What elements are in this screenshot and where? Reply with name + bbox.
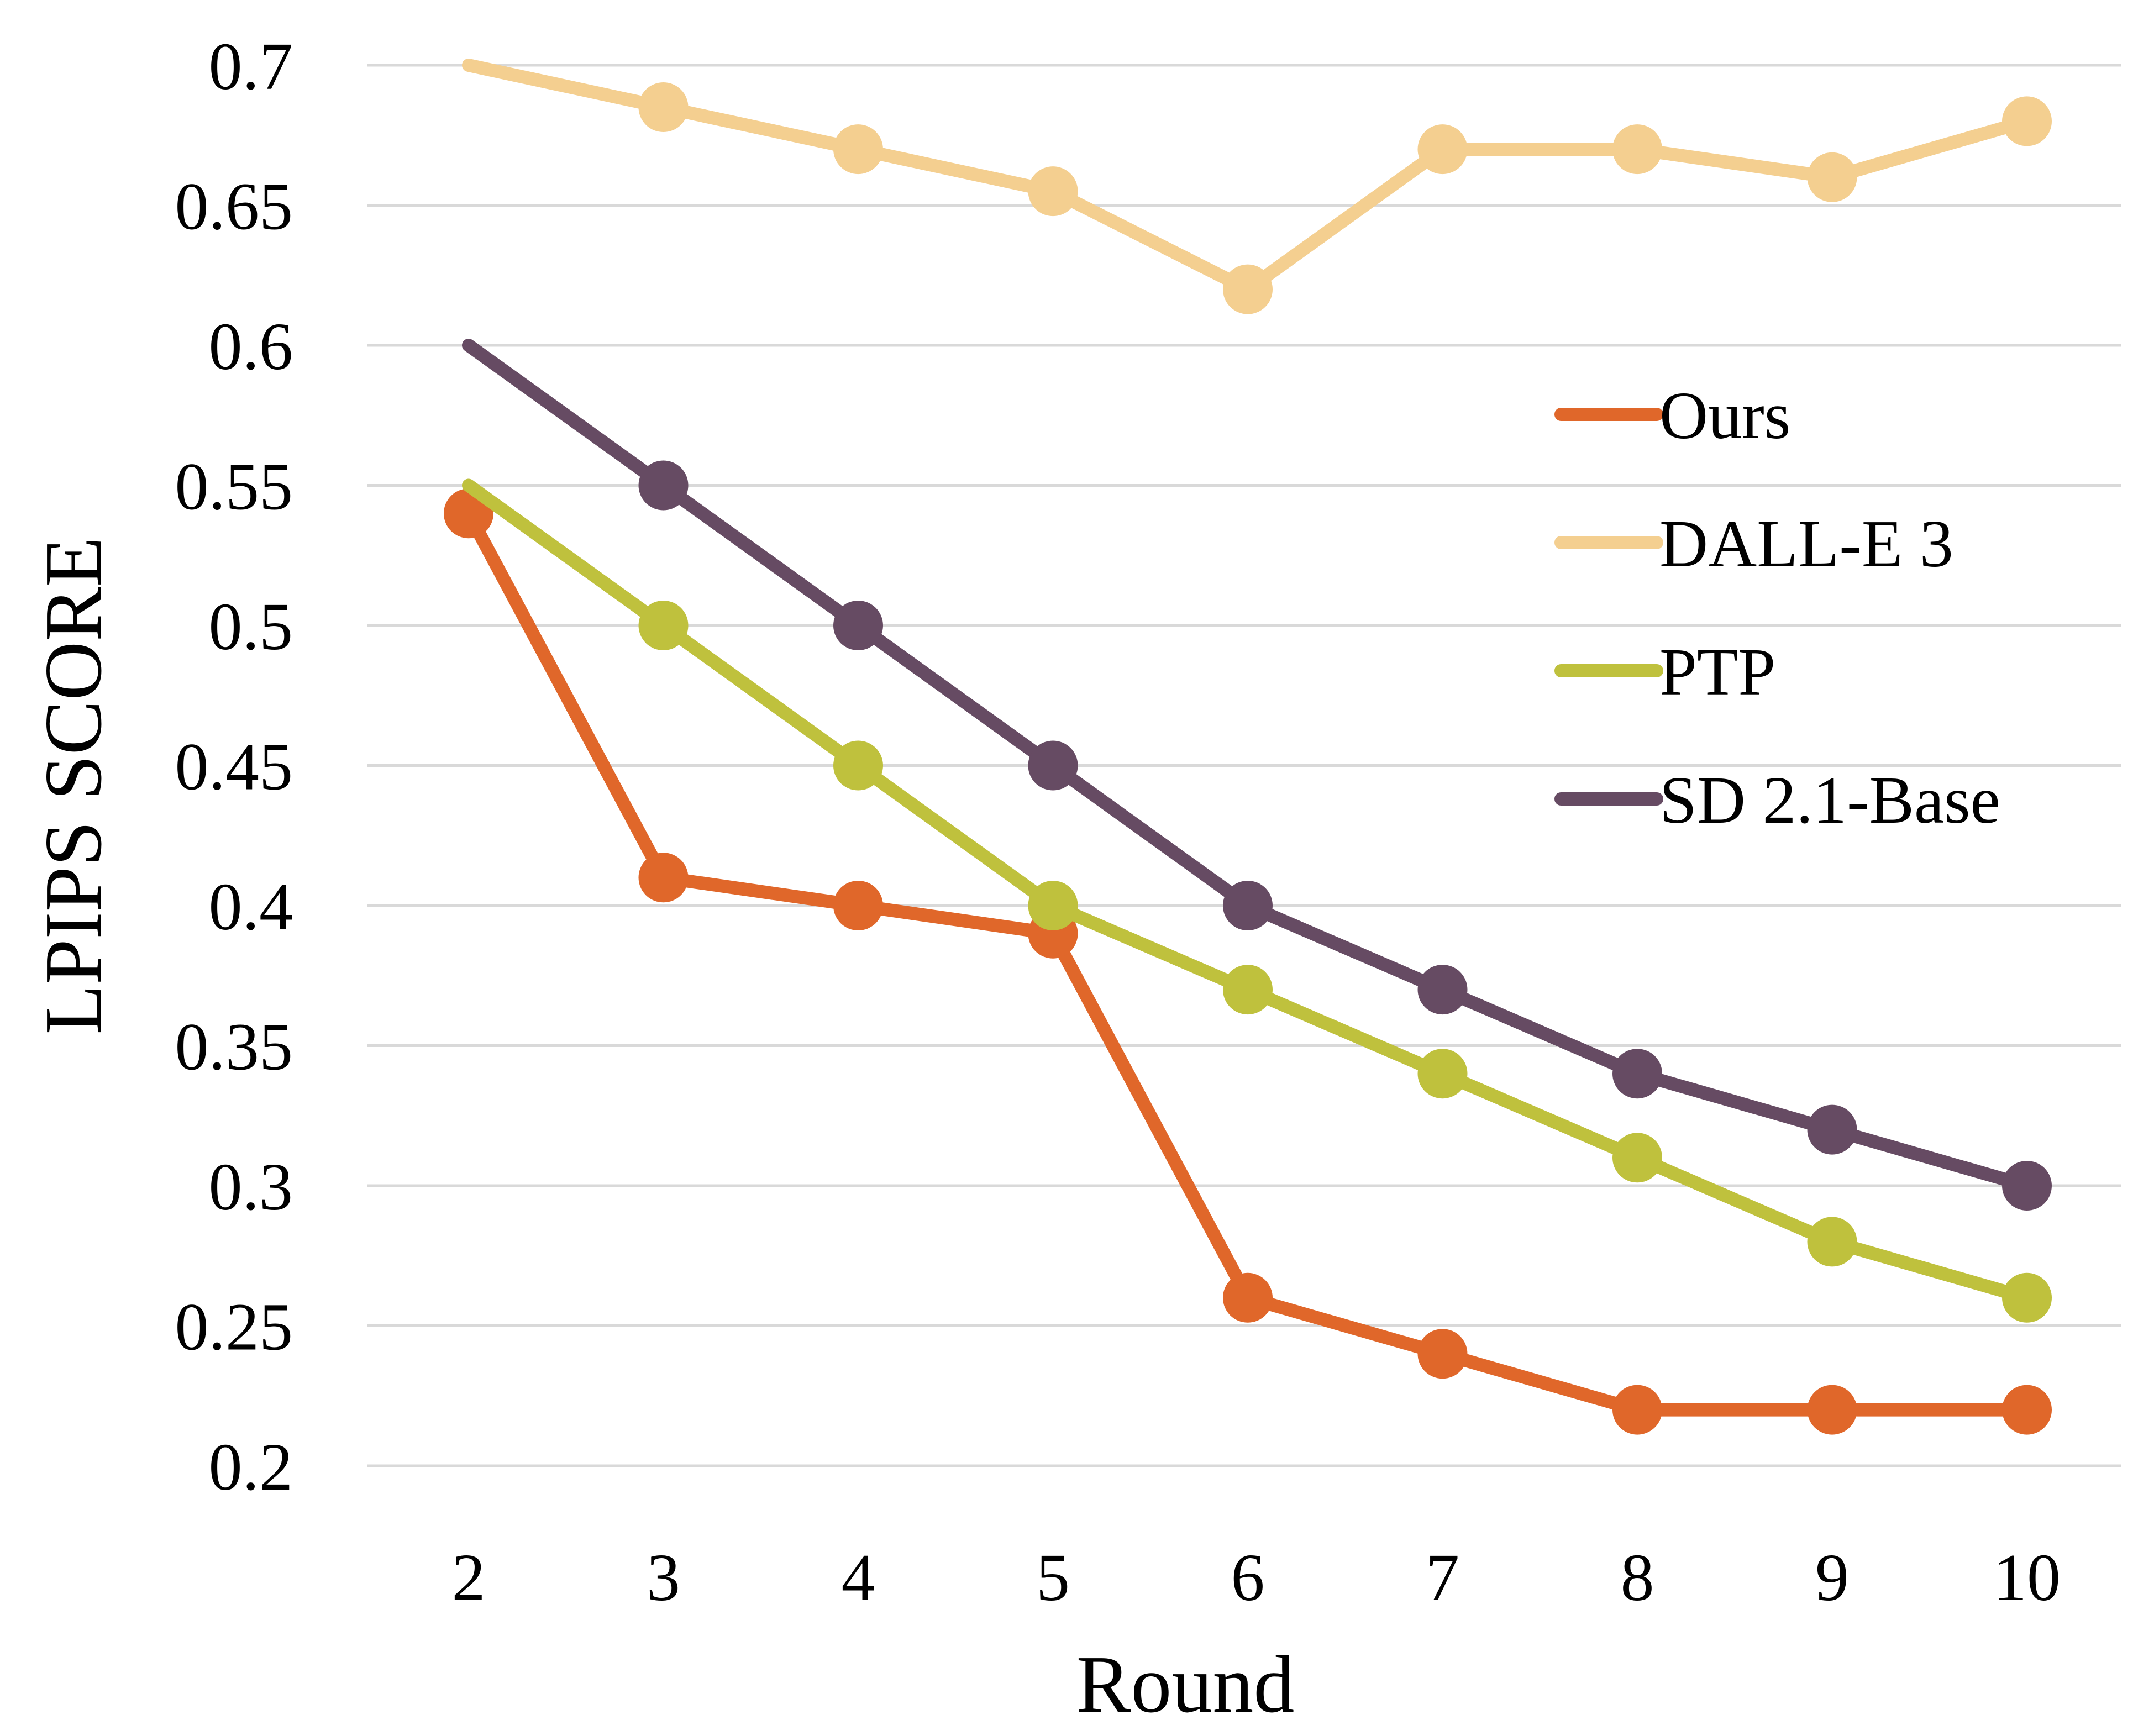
- data-point: [2002, 1385, 2052, 1435]
- data-point: [1417, 1329, 1468, 1379]
- legend-label: DALL-E 3: [1659, 507, 1953, 581]
- data-point: [1223, 1272, 1273, 1323]
- legend-label: PTP: [1659, 635, 1775, 709]
- x-tick-label: 10: [1993, 1540, 2061, 1615]
- data-point: [2002, 1272, 2052, 1323]
- legend-item: SD 2.1-Base: [1554, 763, 2000, 838]
- data-point: [833, 124, 883, 175]
- data-point: [638, 460, 689, 511]
- y-tick-label: 0.6: [209, 309, 293, 384]
- y-tick-label: 0.45: [175, 730, 293, 804]
- x-tick-labels: 2 3 4 5 6 7 8 9 10: [452, 1540, 2061, 1615]
- data-point: [1612, 124, 1662, 175]
- data-point: [638, 82, 689, 133]
- y-tick-label: 0.55: [175, 450, 293, 524]
- y-tick-label: 0.3: [209, 1150, 293, 1224]
- legend: Ours DALL-E 3 PTP SD 2.1-Base: [1554, 378, 2000, 838]
- x-tick-label: 7: [1426, 1540, 1459, 1615]
- data-point: [1223, 965, 1273, 1015]
- data-point: [1223, 881, 1273, 930]
- data-point: [833, 601, 883, 650]
- series-lines: [444, 59, 2052, 1435]
- data-point: [1028, 166, 1078, 217]
- data-point: [2002, 96, 2052, 146]
- data-point: [2002, 1161, 2052, 1211]
- legend-label: SD 2.1-Base: [1659, 763, 2000, 838]
- data-point: [638, 853, 689, 903]
- data-point: [1807, 152, 1857, 202]
- legend-item: PTP: [1554, 635, 1775, 709]
- data-point: [1807, 1385, 1857, 1435]
- x-tick-label: 9: [1815, 1540, 1849, 1615]
- data-point: [1028, 881, 1078, 930]
- data-point: [1807, 1217, 1857, 1267]
- data-point: [1028, 740, 1078, 791]
- series-dall-e-3: [462, 59, 2052, 314]
- y-tick-label: 0.2: [209, 1430, 293, 1504]
- data-point: [1223, 264, 1273, 314]
- data-point: [1612, 1133, 1662, 1183]
- y-tick-label: 0.35: [175, 1010, 293, 1085]
- x-tick-label: 2: [452, 1540, 486, 1615]
- x-tick-label: 4: [842, 1540, 875, 1615]
- x-tick-label: 8: [1621, 1540, 1654, 1615]
- data-point: [833, 881, 883, 930]
- legend-item: Ours: [1554, 378, 1790, 453]
- y-tick-label: 0.5: [209, 590, 293, 664]
- series-line: [462, 59, 2034, 296]
- legend-label: Ours: [1659, 378, 1790, 453]
- series-sd-2-1-base: [462, 339, 2052, 1211]
- series-ptp: [462, 478, 2052, 1323]
- x-tick-label: 5: [1036, 1540, 1070, 1615]
- data-point: [1807, 1104, 1857, 1155]
- data-point: [1417, 965, 1468, 1015]
- data-point: [1417, 124, 1468, 175]
- data-point: [1612, 1049, 1662, 1099]
- data-point: [638, 601, 689, 650]
- y-tick-label: 0.7: [209, 29, 293, 104]
- data-point: [1612, 1385, 1662, 1435]
- y-tick-label: 0.4: [209, 870, 293, 944]
- legend-item: DALL-E 3: [1554, 507, 1953, 581]
- y-tick-label: 0.25: [175, 1290, 293, 1365]
- data-point: [833, 740, 883, 791]
- y-tick-labels: 0.2 0.25 0.3 0.35 0.4 0.45 0.5 0.55 0.6 0.65 0.7: [175, 29, 293, 1504]
- x-axis-title: Round: [1076, 1639, 1295, 1730]
- x-tick-label: 6: [1231, 1540, 1265, 1615]
- x-tick-label: 3: [647, 1540, 680, 1615]
- y-axis-title: LPIPS SCORE: [28, 537, 119, 1035]
- data-point: [1417, 1049, 1468, 1099]
- y-tick-label: 0.65: [175, 170, 293, 244]
